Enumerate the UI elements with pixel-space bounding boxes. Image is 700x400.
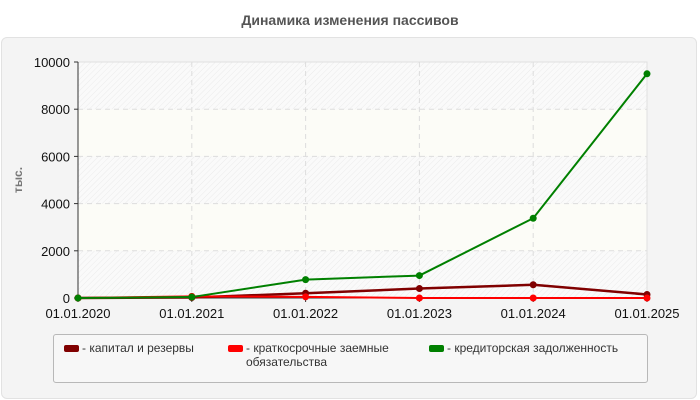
legend-label: - капитал и резервы xyxy=(82,341,194,355)
legend-item-capital[interactable]: - капитал и резервы xyxy=(64,341,194,355)
y-tick-label: 0 xyxy=(63,291,70,306)
y-axis-label: тыс. xyxy=(11,167,25,193)
data-point-marker[interactable] xyxy=(643,294,651,302)
data-point-marker[interactable] xyxy=(302,293,310,301)
chart-legend: - капитал и резервы - краткосрочные заем… xyxy=(53,334,648,383)
data-point-marker[interactable] xyxy=(529,294,537,302)
data-point-marker[interactable] xyxy=(415,285,423,293)
legend-label: - краткосрочные заемные обязательства xyxy=(246,341,389,369)
y-tick-label: 4000 xyxy=(41,197,70,212)
legend-label: - кредиторская задолженность xyxy=(447,341,619,355)
plot-band xyxy=(78,203,647,251)
data-point-marker[interactable] xyxy=(74,294,82,302)
x-tick-label: 01.01.2024 xyxy=(501,306,566,321)
data-point-marker[interactable] xyxy=(529,281,537,289)
data-point-marker[interactable] xyxy=(302,276,310,284)
chart-title: Динамика изменения пассивов xyxy=(241,12,459,28)
y-tick-label: 10000 xyxy=(34,55,70,70)
plot-band xyxy=(78,62,647,110)
legend-swatch-icon xyxy=(64,345,79,352)
x-tick-label: 01.01.2020 xyxy=(45,306,110,321)
legend-item-short-loans[interactable]: - краткосрочные заемные обязательства xyxy=(228,341,418,369)
x-tick-label: 01.01.2021 xyxy=(159,306,224,321)
data-point-marker[interactable] xyxy=(643,70,651,78)
x-tick-label: 01.01.2025 xyxy=(614,306,679,321)
series-line xyxy=(77,73,648,299)
data-point-marker[interactable] xyxy=(415,294,423,302)
legend-item-payables[interactable]: - кредиторская задолженность xyxy=(429,341,618,355)
x-tick-label: 01.01.2023 xyxy=(387,306,452,321)
x-tick-label: 01.01.2022 xyxy=(273,306,338,321)
plot-area: 0 2000 4000 6000 8000 10000 01.01.2020 01.01.20… xyxy=(11,55,680,321)
plot-band xyxy=(78,156,647,204)
y-tick-label: 6000 xyxy=(41,149,70,164)
y-tick-label: 8000 xyxy=(41,102,70,117)
plot-band xyxy=(78,109,647,157)
data-point-marker[interactable] xyxy=(188,293,196,301)
data-point-marker[interactable] xyxy=(415,272,423,280)
y-tick-label: 2000 xyxy=(41,244,70,259)
data-point-marker[interactable] xyxy=(529,214,537,222)
legend-swatch-icon xyxy=(429,345,444,352)
legend-swatch-icon xyxy=(228,345,243,352)
